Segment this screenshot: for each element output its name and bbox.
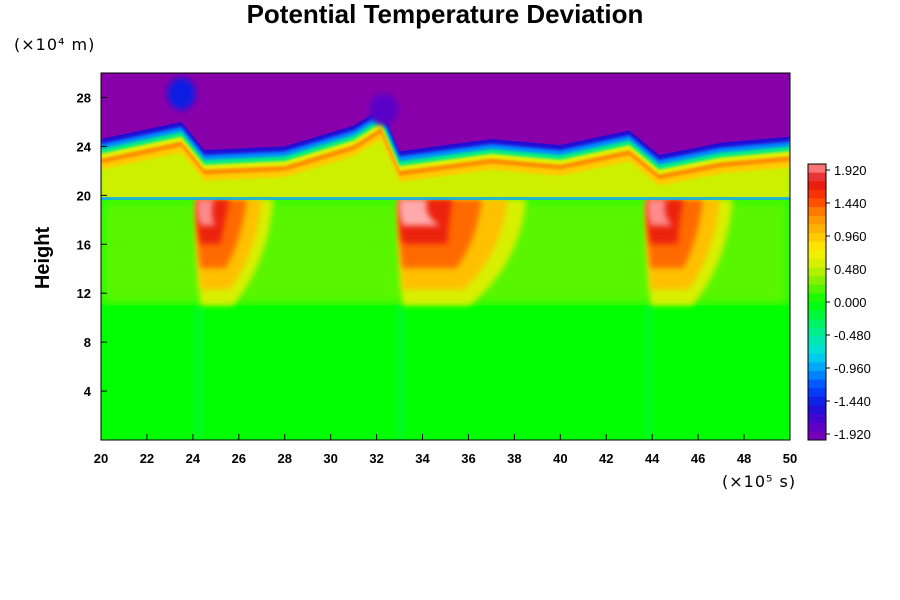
boundary-layer-band — [101, 305, 790, 440]
y-tick-label: 16 — [77, 237, 91, 252]
tropopause-line — [101, 197, 790, 201]
colorbar-tick-label: 0.480 — [834, 262, 867, 277]
x-tick-label: 30 — [323, 451, 337, 466]
chart-title: Potential Temperature Deviation — [247, 0, 644, 29]
plot-area — [101, 73, 790, 440]
plume-streak — [193, 305, 204, 440]
x-tick-label: 40 — [553, 451, 567, 466]
x-tick-label: 22 — [140, 451, 154, 466]
colorbar-band — [808, 362, 826, 372]
colorbar-band — [808, 233, 826, 243]
x-tick-label: 34 — [415, 451, 430, 466]
warm-plume-contour — [398, 199, 441, 226]
colorbar-band — [808, 293, 826, 303]
colorbar-band — [808, 336, 826, 346]
x-tick-label: 38 — [507, 451, 521, 466]
x-tick-label: 28 — [277, 451, 291, 466]
colorbar-band — [808, 327, 826, 337]
colorbar-band — [808, 189, 826, 199]
x-tick-label: 48 — [737, 451, 751, 466]
x-tick-label: 50 — [783, 451, 797, 466]
colorbar-band — [808, 276, 826, 286]
x-tick-label: 24 — [186, 451, 201, 466]
colorbar-tick-label: 0.000 — [834, 295, 867, 310]
colorbar-band — [808, 414, 826, 424]
colorbar-tick-label: 1.920 — [834, 163, 867, 178]
colorbar-band — [808, 345, 826, 355]
colorbar-tick-label: -0.480 — [834, 328, 871, 343]
colorbar-bands — [808, 164, 826, 441]
colorbar-band — [808, 224, 826, 234]
colorbar-ticks: 1.920 1.440 0.960 0.480 0.000 -0.480 -0.960 -1.… — [826, 163, 871, 442]
x-tick-label: 42 — [599, 451, 613, 466]
colorbar-tick-label: 0.960 — [834, 229, 867, 244]
y-tick-label: 12 — [77, 286, 91, 301]
plot-frame — [100, 72, 791, 441]
field-layers — [101, 73, 790, 440]
y-tick-label: 4 — [84, 384, 92, 399]
stratosphere-region — [101, 73, 790, 155]
x-tick-label: 26 — [232, 451, 246, 466]
y-axis: 4 8 12 16 20 24 28 — [77, 90, 107, 399]
colorbar-band — [808, 198, 826, 208]
colorbar-band — [808, 302, 826, 312]
cold-anomaly — [167, 77, 196, 110]
plume-streak — [643, 305, 654, 440]
x-tick-label: 36 — [461, 451, 475, 466]
colorbar-band — [808, 379, 826, 389]
colorbar-tick-label: -0.960 — [834, 361, 871, 376]
colorbar-band — [808, 371, 826, 381]
colorbar-band — [808, 267, 826, 277]
colorbar-band — [808, 181, 826, 191]
colorbar-band — [808, 164, 826, 174]
y-tick-label: 28 — [77, 90, 91, 105]
colorbar-band — [808, 241, 826, 251]
colorbar-band — [808, 310, 826, 320]
x-unit-label: (×10⁵ s) — [722, 472, 796, 491]
warm-plume-contour — [196, 199, 216, 226]
colorbar-band — [808, 250, 826, 260]
x-axis: 20 22 24 26 28 30 32 34 36 38 40 42 44 46 48 50 — [94, 434, 797, 466]
colorbar-band — [808, 319, 826, 329]
y-unit-label: (×10⁴ m) — [14, 35, 95, 54]
colorbar-band — [808, 172, 826, 182]
plume-streak — [395, 305, 406, 440]
colorbar-band — [808, 353, 826, 363]
colorbar-band — [808, 258, 826, 268]
warm-plume-contour — [647, 199, 673, 226]
colorbar-band — [808, 388, 826, 398]
x-tick-label: 20 — [94, 451, 108, 466]
x-tick-label: 46 — [691, 451, 705, 466]
colorbar-tick-label: -1.920 — [834, 427, 871, 442]
x-tick-label: 32 — [369, 451, 383, 466]
colorbar-band — [808, 405, 826, 415]
y-tick-label: 24 — [77, 139, 92, 154]
colorbar-band — [808, 284, 826, 294]
x-tick-label: 44 — [645, 451, 660, 466]
colorbar-band — [808, 207, 826, 217]
y-tick-label: 8 — [84, 335, 91, 350]
y-axis-label: Height — [32, 227, 54, 290]
colorbar-band — [808, 422, 826, 432]
colorbar-band — [808, 396, 826, 406]
colorbar-band — [808, 215, 826, 225]
colorbar: 1.920 1.440 0.960 0.480 0.000 -0.480 -0.960 -1.… — [807, 163, 871, 442]
cold-anomaly — [369, 93, 398, 126]
colorbar-tick-label: 1.440 — [834, 196, 867, 211]
y-tick-label: 20 — [77, 188, 91, 203]
colorbar-band — [808, 431, 826, 441]
colorbar-tick-label: -1.440 — [834, 394, 871, 409]
